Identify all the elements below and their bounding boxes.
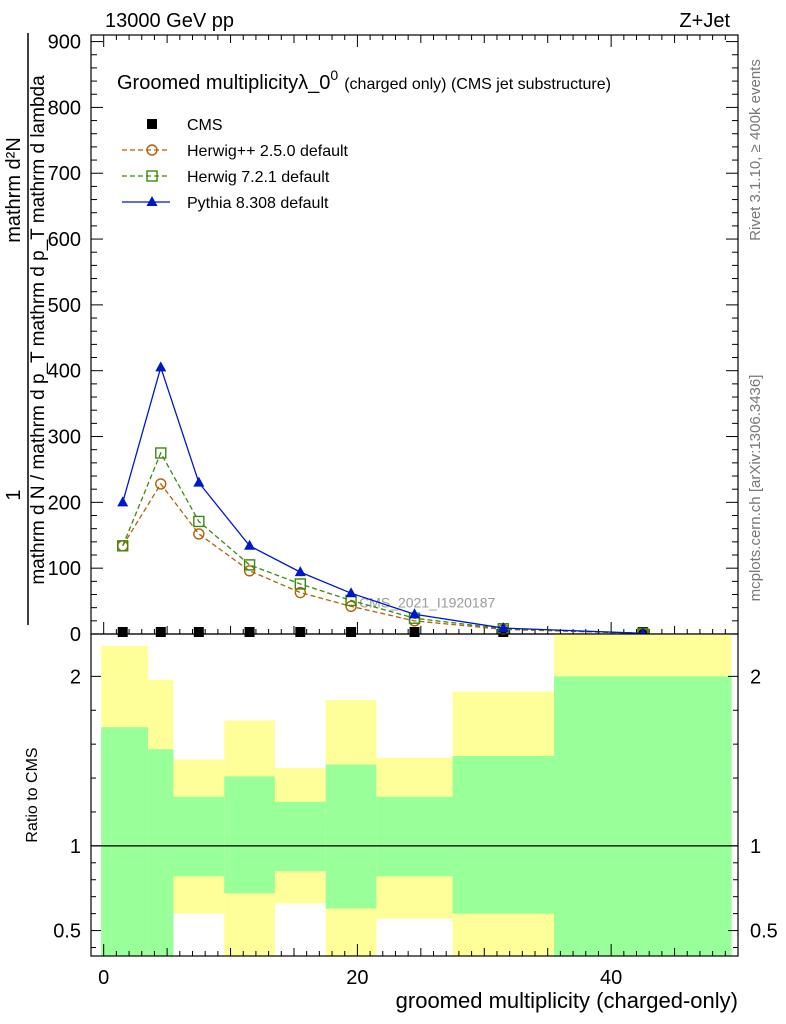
series-0-point [346,627,357,637]
header-left: 13000 GeV pp [105,10,234,32]
ratio-frame [90,633,739,957]
x-tick-label: 0 [98,967,109,989]
y-axis-prefactor: 1 [3,489,25,500]
x-axis-label: groomed multiplicity (charged-only) [396,988,738,1013]
series-1-point [243,565,256,577]
series-0-point [193,627,204,637]
ratio-tick-label: 1 [70,836,81,858]
series-0-point [244,627,255,637]
y-tick-label: 400 [48,361,81,383]
series-line-3 [122,365,643,634]
series-3-point [193,476,205,487]
ratio-band-green [224,776,275,894]
ratio-tick-label: 2 [70,666,81,688]
y-tick-label: 900 [48,32,81,54]
ratio-band-green [554,676,732,956]
series-2-point [117,540,129,552]
legend-marker [147,119,157,129]
x-tick-label: 20 [346,967,368,989]
series-1-point [193,528,205,540]
y-axis-denominator: mathrm d N / mathrm d p_T mathrm d p_T m… [28,75,49,585]
legend-label: Herwig++ 2.5.0 default [187,143,349,160]
legend-label: CMS [187,117,223,134]
series-0-point [117,627,128,637]
y-tick-label: 800 [48,97,81,119]
y-tick-label: 0 [70,624,81,646]
ratio-tick-label: 2 [750,666,761,688]
header-right: Z+Jet [679,10,730,32]
chart-title: Groomed multiplicityλ_00 (charged only) (… [117,67,611,94]
series-line-2 [122,451,643,634]
ratio-tick-label: 1 [750,836,761,858]
ratio-band-green [325,764,377,909]
ratio-tick-label: 0.5 [750,921,778,943]
ratio-band-green [274,801,326,872]
legend-marker [146,170,158,182]
main-panel: 0 100 200 300 400 500 600 700 800 900 mathrm d²N 1 m… [3,32,739,646]
y-axis-numerator: mathrm d²N [3,137,25,243]
legend-marker [146,144,158,156]
y-tick-label: 600 [48,229,81,251]
series-0-point [409,627,420,637]
legend-label: Herwig 7.2.1 default [187,169,330,186]
ratio-tick-label: 0.5 [53,921,81,943]
y-tick-label: 500 [48,295,81,317]
y-tick-label: 100 [48,558,81,580]
series-3-point [117,496,129,507]
series-1-point [294,586,307,599]
series-line-1 [122,482,643,634]
ratio-band-green [173,796,225,877]
series-2-point [294,578,307,590]
chart-title-suffix: (charged only) (CMS jet substructure) [344,76,611,93]
chart-title-sup: 0 [330,67,338,83]
ratio-band-green [376,796,453,877]
series-3-point [244,539,256,550]
series-3-point [497,622,509,633]
ratio-ylabel: Ratio to CMS [24,747,41,842]
series-0-point [155,627,166,637]
rivet-label: Rivet 3.1.10, ≥ 400k events [747,59,764,241]
series-3-point [345,587,357,598]
series-2-point [193,515,205,528]
ratio-band-green [101,727,149,956]
mcplots-label: mcplots.cern.ch [arXiv:1306.3436] [747,375,764,602]
series-0-point [295,627,306,637]
legend-label: Pythia 8.308 default [187,195,329,212]
series-3-point [294,566,306,577]
x-tick-label: 40 [600,967,622,989]
series-1-point [155,478,167,490]
series-2-point [243,559,256,571]
legend-marker [146,196,158,206]
series-3-point [155,361,167,372]
series-3-point [409,608,420,619]
ratio-band-green [148,749,174,956]
y-tick-label: 700 [48,163,81,185]
chart-title-main: Groomed multiplicityλ_0 [117,72,330,94]
y-tick-label: 200 [48,492,81,514]
ratio-band-green [452,756,555,914]
series-1-point [345,600,357,613]
series-2-point [155,447,167,459]
y-tick-label: 300 [48,427,81,449]
